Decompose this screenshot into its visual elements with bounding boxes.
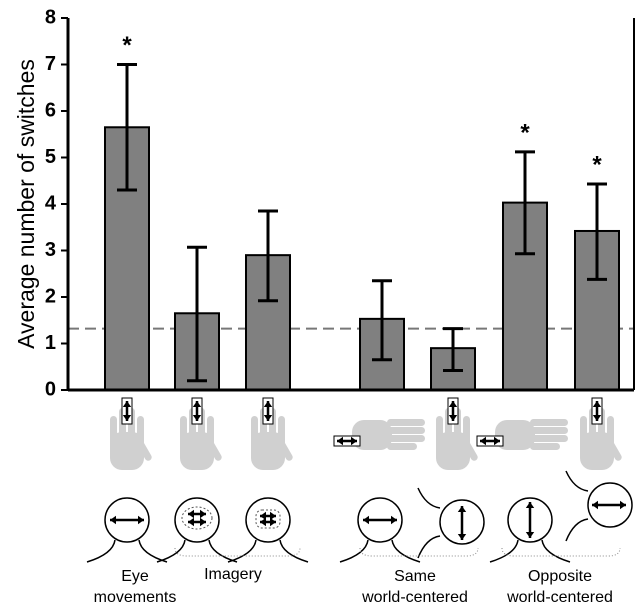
- y-tick-label: 1: [45, 332, 56, 354]
- finger: [530, 443, 560, 450]
- arrow-head: [337, 436, 357, 446]
- bar: [245, 254, 291, 391]
- icons: [86, 397, 633, 563]
- thumb: [278, 440, 293, 461]
- arrow-head: [480, 436, 500, 446]
- shoulders: [339, 539, 421, 563]
- finger: [110, 416, 117, 448]
- head: [174, 497, 220, 543]
- hand: [251, 432, 285, 470]
- bracket: [174, 547, 301, 557]
- group-label: movements: [94, 589, 177, 603]
- finger: [387, 443, 417, 450]
- shoulders: [86, 539, 168, 563]
- error-bar: [117, 63, 137, 192]
- arrow-head: [122, 401, 132, 421]
- finger: [463, 416, 470, 448]
- finger: [207, 416, 214, 448]
- arrow-head: [188, 509, 206, 519]
- shoulders: [417, 487, 441, 559]
- head: [245, 497, 291, 543]
- arrow-head: [260, 511, 276, 521]
- arrow-head: [263, 401, 273, 421]
- y-tick-label: 5: [45, 146, 56, 168]
- error-bar: [258, 209, 278, 303]
- finger: [530, 419, 568, 426]
- shoulders: [156, 539, 238, 563]
- hand: [495, 420, 535, 450]
- y-tick-label: 4: [45, 192, 57, 214]
- arrow-head: [592, 401, 602, 421]
- bracket: [501, 547, 621, 557]
- y-tick-label: 7: [45, 53, 56, 75]
- finger: [607, 416, 614, 448]
- y-tick-label: 3: [45, 239, 56, 261]
- hand: [352, 420, 392, 450]
- finger: [387, 435, 425, 442]
- finger: [387, 427, 425, 434]
- hand: [110, 432, 144, 470]
- y-tick-label: 6: [45, 99, 56, 121]
- finger: [387, 419, 425, 426]
- thumb: [463, 440, 478, 461]
- significance-label: *: [122, 32, 132, 59]
- finger: [251, 416, 258, 448]
- finger: [530, 427, 568, 434]
- group-label: Opposite: [528, 568, 592, 585]
- significance-label: *: [592, 151, 602, 178]
- error-bar: [587, 182, 607, 281]
- y-axis-label: Average number of switches: [13, 59, 39, 349]
- thought: [181, 506, 213, 530]
- group-label: Same: [394, 568, 436, 585]
- significance-label: *: [520, 119, 530, 146]
- shoulders: [227, 539, 309, 563]
- thumb: [207, 440, 222, 461]
- y-tick-label: 0: [45, 378, 56, 400]
- thought: [255, 509, 281, 529]
- y-tick-label: 2: [45, 285, 56, 307]
- error-bar: [372, 279, 392, 362]
- finger: [580, 416, 587, 448]
- y-tick-label: 8: [45, 6, 56, 28]
- bracket: [359, 547, 479, 557]
- finger: [436, 416, 443, 448]
- group-label: world-centered: [506, 589, 613, 603]
- error-bar: [187, 245, 207, 383]
- hand: [436, 432, 470, 470]
- arrow-head: [188, 517, 206, 527]
- error-bar: [443, 327, 463, 372]
- group-label: Eye: [121, 568, 149, 585]
- thumb: [137, 440, 152, 461]
- hand: [580, 432, 614, 470]
- thumb: [607, 440, 622, 461]
- finger: [180, 416, 187, 448]
- finger: [137, 416, 144, 448]
- shoulders: [565, 470, 589, 542]
- finger: [278, 416, 285, 448]
- group-label: Imagery: [204, 566, 262, 583]
- hand: [180, 432, 214, 470]
- finger: [530, 435, 568, 442]
- group-label: world-centered: [361, 589, 468, 603]
- arrow-head: [260, 517, 276, 527]
- arrow-head: [192, 401, 202, 421]
- arrow-head: [448, 401, 458, 421]
- error-bar: [515, 150, 535, 256]
- shoulders: [489, 539, 571, 563]
